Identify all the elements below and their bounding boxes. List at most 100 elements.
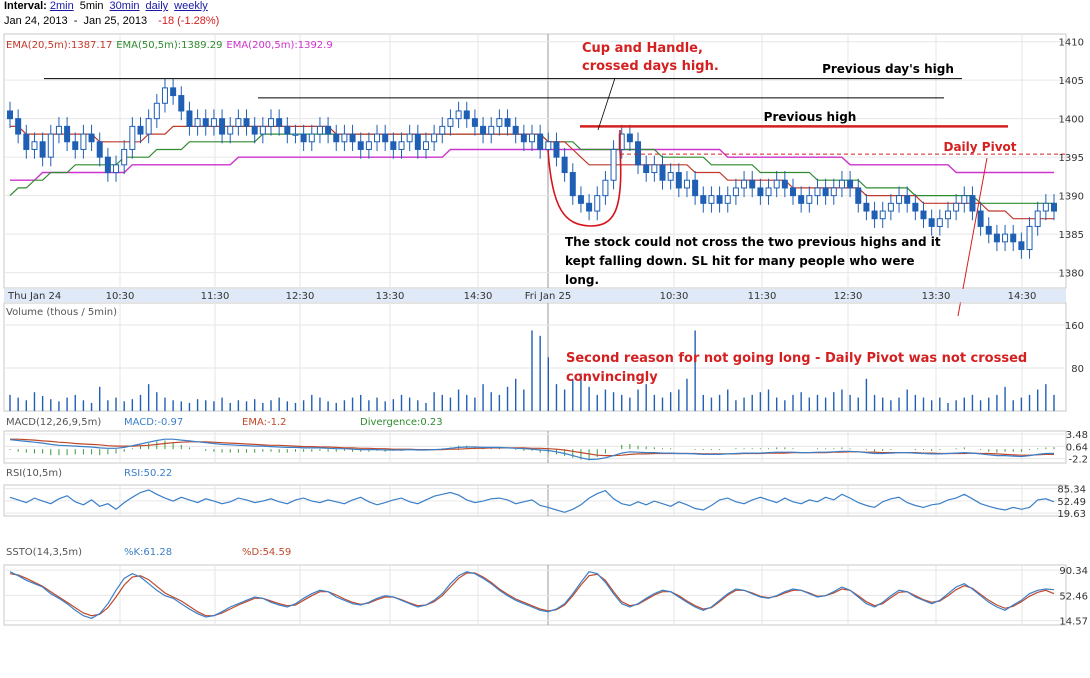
candle-body	[586, 202, 593, 212]
candle-body	[765, 187, 772, 197]
ssto-legend-0: SSTO(14,3,5m)	[6, 547, 82, 558]
candle-body	[651, 164, 658, 174]
ssto-legend-1: %K:61.28	[124, 547, 172, 558]
volume-tick-label: 160	[1065, 321, 1084, 332]
candle-body	[210, 118, 217, 127]
macd-signal-line	[10, 438, 1054, 457]
candle-body	[390, 141, 397, 150]
candle-body	[463, 110, 470, 120]
candle-body	[977, 210, 984, 227]
candle-body	[382, 133, 389, 143]
failure-note-1: The stock could not cross the two previo…	[565, 235, 941, 249]
candle-body	[333, 133, 340, 143]
candle-body	[80, 133, 87, 150]
rsi-line	[9, 489, 1055, 513]
volume-tick-label: 80	[1071, 364, 1084, 375]
cup-shape	[547, 149, 622, 227]
candle-body	[365, 141, 372, 150]
ema50-legend: EMA(50,5m):1389.29	[116, 40, 222, 51]
price-panel-frame	[3, 33, 1067, 289]
candle-body	[414, 133, 421, 150]
candle-body	[161, 87, 168, 104]
time-axis-label: Thu Jan 24	[7, 291, 61, 302]
price-tick-label: 1400	[1059, 115, 1084, 126]
time-axis-label: 14:30	[1008, 291, 1037, 302]
candle-body	[512, 125, 519, 135]
cup-handle-annotation-1: Cup and Handle,	[582, 41, 703, 56]
candle-body	[276, 118, 283, 127]
candle-body	[643, 164, 650, 174]
prev-high-label: Previous high	[764, 110, 857, 124]
macd-legend-2: EMA:-1.2	[242, 417, 287, 428]
candle-body	[798, 195, 805, 204]
interval-30min[interactable]: 30min	[109, 0, 140, 12]
candle-body	[749, 179, 756, 189]
interval-5min[interactable]: 5min	[79, 0, 104, 12]
candle-body	[871, 210, 878, 220]
macd-line	[9, 438, 1055, 461]
candle-body	[374, 133, 381, 143]
macd-tick-label: -2.2	[1068, 455, 1088, 466]
candle-body	[993, 233, 1000, 243]
time-axis-label: 11:30	[748, 291, 777, 302]
candle-body	[153, 102, 160, 120]
candle-body	[439, 125, 446, 135]
time-axis-label: 14:30	[464, 291, 493, 302]
candle-body	[243, 118, 250, 127]
candle-body	[822, 187, 829, 197]
candle-body	[537, 133, 544, 150]
time-axis-label: Fri Jan 25	[525, 291, 571, 302]
candle-body	[545, 141, 552, 150]
candle-body	[7, 110, 13, 120]
time-axis-label: 13:30	[376, 291, 405, 302]
candle-body	[496, 118, 503, 127]
candle-body	[863, 202, 870, 212]
candle-body	[145, 118, 152, 135]
candle-body	[268, 118, 274, 127]
candle-body	[202, 118, 209, 127]
macd-tick-label: 0.64	[1066, 442, 1088, 453]
candle-body	[129, 125, 136, 150]
candle-body	[781, 179, 788, 189]
rsi-tick-label: 52.49	[1057, 497, 1086, 508]
candle-body	[757, 187, 764, 197]
price-tick-label: 1405	[1059, 76, 1084, 87]
candle-body	[23, 133, 30, 150]
candle-body	[88, 133, 95, 143]
candle-body	[814, 187, 821, 197]
price-tick-label: 1390	[1059, 192, 1084, 203]
candle-body	[227, 125, 234, 135]
rsi-tick-label: 85.34	[1057, 485, 1086, 496]
candle-body	[292, 133, 299, 136]
interval-weekly[interactable]: weekly	[174, 0, 208, 12]
candle-body	[39, 141, 46, 158]
candle-body	[577, 195, 584, 204]
candle-body	[732, 187, 739, 197]
candle-body	[953, 202, 960, 212]
candle-body	[855, 187, 862, 204]
pivot-reason-note-2: convincingly	[566, 370, 658, 385]
candle-body	[15, 118, 22, 135]
candle-body	[529, 133, 535, 143]
macd-legend-3: Divergence:0.23	[360, 417, 443, 428]
candle-body	[219, 118, 226, 135]
candle-body	[31, 141, 38, 150]
interval-daily[interactable]: daily	[145, 0, 169, 12]
time-axis-label: 10:30	[106, 291, 135, 302]
interval-2min[interactable]: 2min	[49, 0, 74, 12]
candle-body	[741, 179, 748, 189]
candle-body	[422, 141, 429, 150]
candle-body	[47, 133, 54, 158]
candle-body	[520, 133, 527, 143]
daily-pivot-label: Daily Pivot	[944, 140, 1017, 154]
candle-body	[847, 179, 854, 189]
candle-body	[879, 210, 886, 220]
macd-tick-label: 3.48	[1066, 430, 1088, 441]
ssto-tick-label: 14.57	[1059, 617, 1088, 628]
interval-label: Interval:	[4, 0, 47, 12]
failure-note-3: long.	[565, 273, 599, 287]
price-tick-label: 1385	[1059, 230, 1084, 241]
ssto-d-line	[9, 572, 1055, 617]
candle-body	[1034, 210, 1041, 227]
candle-body	[235, 118, 242, 127]
